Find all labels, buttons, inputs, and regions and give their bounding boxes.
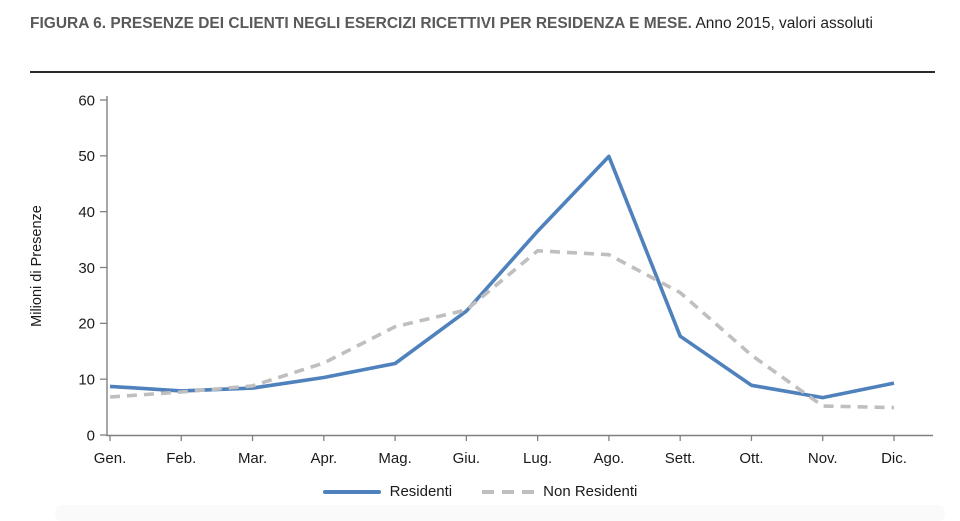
y-tick-label: 10 — [78, 371, 95, 388]
x-tick-label: Gen. — [94, 450, 127, 467]
legend-label-residenti: Residenti — [389, 483, 453, 500]
x-tick-label: Mag. — [378, 450, 411, 467]
x-tick-label: Nov. — [808, 450, 838, 467]
series-line-residenti — [109, 154, 895, 400]
residenti-line-swatch — [322, 489, 381, 494]
x-tick-label: Mar. — [238, 450, 267, 467]
x-tick-label: Apr. — [310, 450, 337, 467]
chart-legend: Residenti Non Residenti — [0, 483, 960, 500]
legend-item-residenti: Residenti — [322, 483, 453, 500]
y-tick-label: 40 — [78, 204, 95, 221]
figure-title: FIGURA 6. PRESENZE DEI CLIENTI NEGLI ESE… — [30, 12, 908, 36]
x-tick-label: Ago. — [593, 450, 624, 467]
chart-bottom-edge — [55, 505, 945, 521]
y-tick-label: 0 — [87, 427, 95, 444]
y-tick-label: 20 — [78, 316, 95, 333]
x-tick-label: Giu. — [453, 450, 481, 467]
legend-label-non-residenti: Non Residenti — [543, 483, 638, 500]
series-line-non-residenti — [109, 249, 895, 410]
y-axis-title: Milioni di Presenze — [29, 205, 45, 327]
non-residenti-line-swatch — [482, 489, 535, 494]
title-divider — [30, 71, 935, 73]
x-tick-label: Sett. — [665, 450, 696, 467]
x-tick-label: Lug. — [523, 450, 552, 467]
series-lines — [109, 154, 895, 410]
legend-item-non-residenti: Non Residenti — [482, 483, 637, 500]
x-tick-label: Feb. — [166, 450, 196, 467]
figure-title-main: FIGURA 6. PRESENZE DEI CLIENTI NEGLI ESE… — [30, 15, 692, 32]
x-tick-label: Dic. — [881, 450, 907, 467]
y-ticks: 0 10 20 30 40 50 60 — [78, 92, 107, 444]
y-tick-label: 60 — [78, 92, 95, 109]
y-tick-label: 30 — [78, 260, 95, 277]
figure-title-subtitle: Anno 2015, valori assoluti — [692, 15, 873, 32]
x-tick-label: Ott. — [739, 450, 763, 467]
x-ticks: Gen. Feb. Mar. Apr. Mag. Giu. Lug. Ago. Sett. Ott… — [94, 435, 907, 467]
y-tick-label: 50 — [78, 148, 95, 165]
